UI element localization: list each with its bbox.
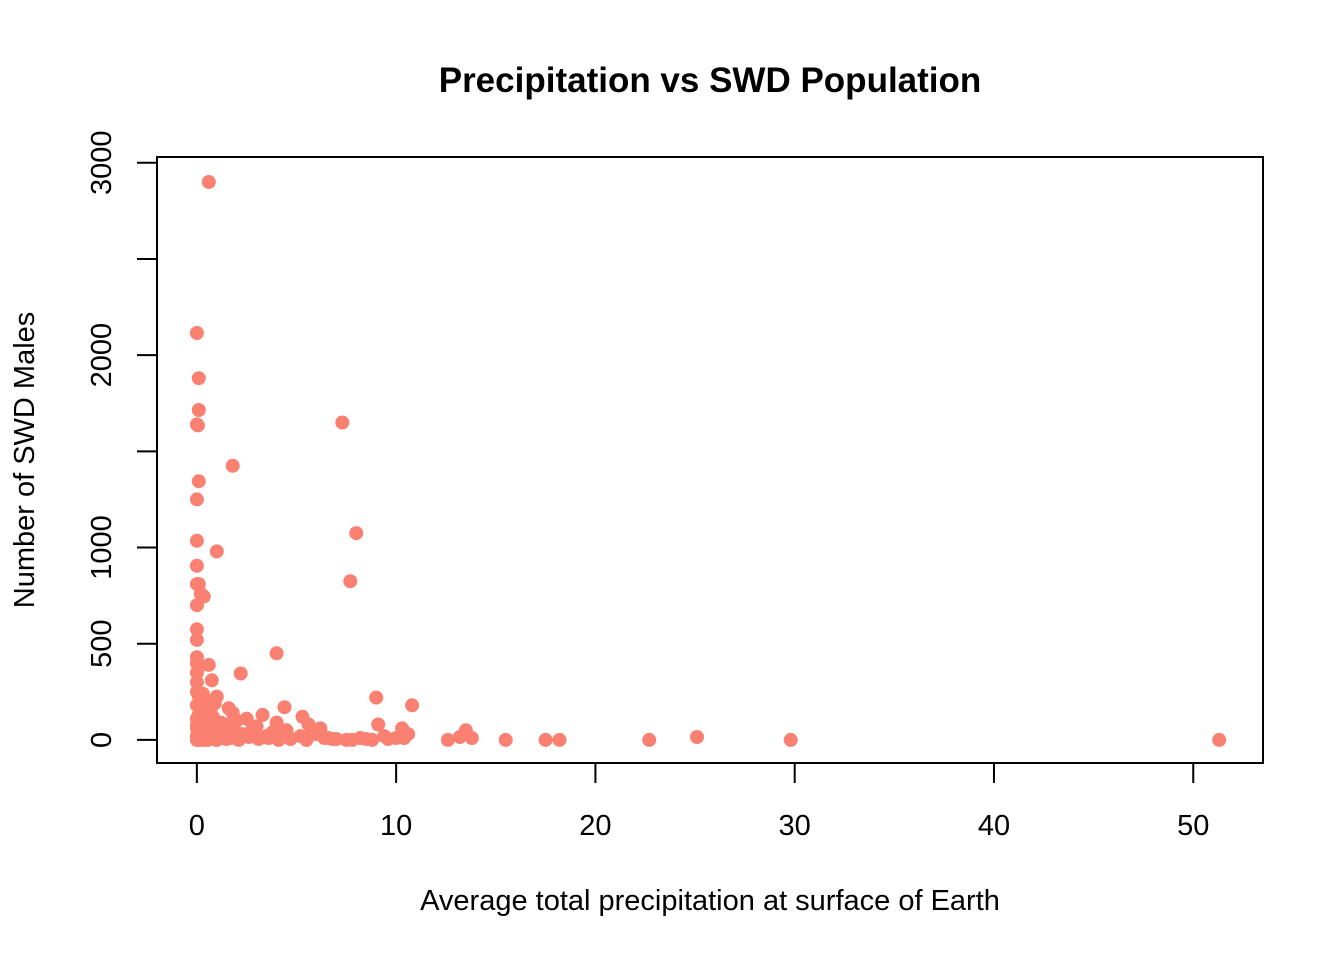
data-point xyxy=(189,326,204,340)
data-point xyxy=(189,632,204,647)
data-point xyxy=(189,558,204,573)
data-point xyxy=(498,732,513,747)
data-point xyxy=(365,732,380,747)
data-point xyxy=(189,622,204,637)
data-point xyxy=(381,732,396,746)
data-point xyxy=(204,673,219,688)
chart-title: Precipitation vs SWD Population xyxy=(439,61,982,100)
data-point xyxy=(269,646,284,661)
x-tick-label: 40 xyxy=(978,810,1010,842)
x-tick-label: 10 xyxy=(380,810,412,842)
data-point xyxy=(191,403,206,417)
data-point xyxy=(538,732,553,747)
data-point xyxy=(405,698,420,713)
y-tick-label: 3000 xyxy=(86,131,118,196)
x-axis-label: Average total precipitation at surface o… xyxy=(420,885,1000,917)
data-point xyxy=(349,526,364,541)
data-point xyxy=(209,544,224,559)
data-point xyxy=(200,732,215,747)
y-axis: 0 500 1000 2000 3000 xyxy=(86,131,158,748)
data-point xyxy=(452,730,467,744)
data-points xyxy=(189,175,1227,747)
data-point xyxy=(233,666,248,681)
data-point xyxy=(642,732,657,747)
x-tick-label: 0 xyxy=(189,810,205,842)
y-tick-label: 2000 xyxy=(86,323,118,388)
y-tick-label: 500 xyxy=(86,620,118,668)
data-point xyxy=(201,175,216,189)
data-point xyxy=(209,689,224,704)
data-point xyxy=(464,731,479,745)
x-axis: 0 10 20 30 40 50 xyxy=(189,762,1209,842)
data-point xyxy=(271,732,286,747)
data-point xyxy=(255,707,270,722)
data-point xyxy=(191,371,206,386)
data-point xyxy=(195,717,210,732)
data-point xyxy=(189,533,204,548)
data-point xyxy=(191,474,206,489)
data-point xyxy=(189,492,204,507)
data-point xyxy=(690,730,704,744)
data-point xyxy=(371,717,386,732)
data-point xyxy=(343,574,358,589)
data-point xyxy=(299,732,314,747)
data-point xyxy=(552,732,567,747)
data-point xyxy=(190,418,205,433)
data-point xyxy=(397,731,412,745)
y-tick-label: 0 xyxy=(86,732,118,748)
x-tick-label: 50 xyxy=(1177,810,1209,842)
x-tick-label: 30 xyxy=(779,810,811,842)
data-point xyxy=(335,415,350,430)
data-point xyxy=(201,657,216,672)
y-tick-label: 1000 xyxy=(86,515,118,580)
y-axis-label: Number of SWD Males xyxy=(9,312,41,609)
data-point xyxy=(189,598,204,613)
data-point xyxy=(369,690,384,705)
x-tick-label: 20 xyxy=(579,810,611,842)
data-point xyxy=(783,732,798,747)
data-point xyxy=(277,700,292,715)
data-point xyxy=(189,675,204,690)
data-point xyxy=(225,458,240,473)
data-point xyxy=(325,732,340,746)
data-point xyxy=(440,732,455,747)
data-point xyxy=(189,665,204,680)
data-point xyxy=(1212,732,1227,747)
plot-frame xyxy=(156,156,1264,764)
data-point xyxy=(219,732,234,746)
data-point xyxy=(345,732,360,747)
